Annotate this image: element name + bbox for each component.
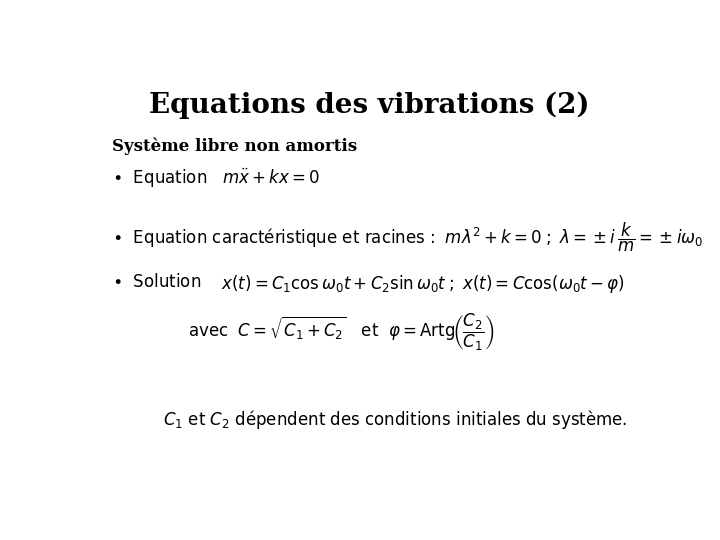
- Text: $\bullet$  Equation caractéristique et racines : $\;m\lambda^{2}+k=0\;;\;\lambda: $\bullet$ Equation caractéristique et ra…: [112, 221, 703, 254]
- Text: $x(t)=C_{1}\cos\omega_{0}t+C_{2}\sin\omega_{0}t\;;\;x(t)=C\cos(\omega_{0}t-\varp: $x(t)=C_{1}\cos\omega_{0}t+C_{2}\sin\ome…: [221, 273, 625, 295]
- Text: Système libre non amortis: Système libre non amortis: [112, 138, 357, 155]
- Text: $C_{1}$ et $C_{2}$ dépendent des conditions initiales du système.: $C_{1}$ et $C_{2}$ dépendent des conditi…: [163, 408, 627, 431]
- Text: $\bullet$  Equation   $m\ddot{x}+kx=0$: $\bullet$ Equation $m\ddot{x}+kx=0$: [112, 167, 320, 190]
- Text: avec  $C=\sqrt{C_{1}+C_{2}}$   et  $\varphi=\mathrm{Artg}\!\left(\dfrac{C_{2}}{C: avec $C=\sqrt{C_{1}+C_{2}}$ et $\varphi=…: [188, 312, 495, 353]
- Text: Equations des vibrations (2): Equations des vibrations (2): [149, 92, 589, 119]
- Text: $\bullet$  Solution: $\bullet$ Solution: [112, 273, 202, 291]
